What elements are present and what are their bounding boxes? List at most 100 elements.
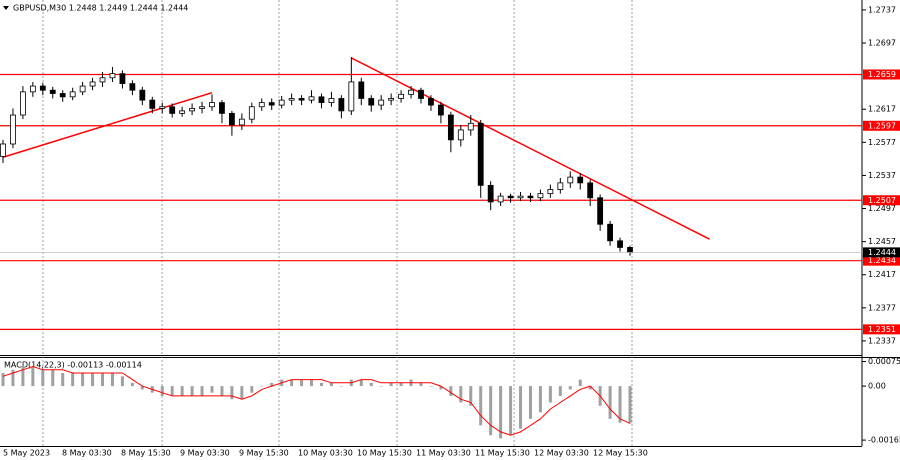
macd-bar — [499, 386, 503, 439]
y-tick-label: 1.2737 — [868, 5, 896, 14]
y-tick-label: 1.2537 — [868, 171, 896, 180]
candle-body — [447, 114, 454, 141]
macd-bar — [41, 369, 45, 387]
y-tick-label: 1.2457 — [868, 237, 896, 246]
candle-body — [328, 98, 335, 104]
candle-body — [79, 85, 86, 93]
level-label-box — [863, 195, 900, 206]
macd-bar — [339, 386, 343, 387]
level-label: 1.2351 — [868, 325, 896, 334]
candle-body — [219, 102, 225, 114]
candle-body — [418, 89, 424, 99]
macd-bar — [319, 382, 323, 387]
macd-bar — [190, 386, 194, 396]
level-label: 1.2597 — [868, 121, 896, 130]
y-tick-label: 1.2617 — [868, 105, 896, 114]
candle-body — [428, 98, 434, 106]
macd-bar — [608, 386, 612, 419]
candle-body — [298, 98, 305, 101]
x-tick-label: 10 May 03:30 — [298, 449, 353, 458]
candle-body — [467, 122, 474, 131]
macd-bar — [170, 386, 174, 396]
candle-body — [238, 118, 245, 126]
candle-body — [398, 93, 404, 99]
candle-body — [557, 182, 564, 190]
macd-bar — [230, 386, 234, 400]
macd-bar — [300, 379, 304, 387]
candle-body — [99, 77, 106, 83]
candle-body — [517, 195, 524, 199]
macd-bar — [379, 386, 383, 387]
candle-body — [89, 81, 96, 87]
x-tick-label: 12 May 15:30 — [593, 449, 648, 458]
candle-body — [527, 195, 534, 199]
candle-body — [29, 85, 36, 93]
x-tick-label: 11 May 15:30 — [475, 449, 530, 458]
candle-body — [617, 240, 623, 248]
macd-bar — [270, 382, 274, 387]
x-tick-label: 5 May 2023 — [3, 449, 50, 458]
x-tick-label: 9 May 03:30 — [180, 449, 230, 458]
candle-body — [59, 93, 66, 98]
candle-body — [507, 195, 514, 199]
macd-header: MACD(14,22,3) -0.00113 -0.00114 — [4, 361, 142, 370]
menu-icon — [3, 6, 9, 10]
macd-bar — [61, 373, 65, 387]
macd-bar — [120, 376, 124, 387]
candle-body — [39, 85, 46, 91]
macd-bar — [101, 373, 105, 387]
macd-bar — [489, 386, 493, 436]
candle-body — [179, 110, 186, 114]
level-label-box — [863, 324, 900, 335]
y-tick-label: 1.2417 — [868, 270, 896, 279]
level-label: 1.2507 — [868, 196, 896, 205]
candle-body — [438, 104, 444, 116]
macd-bar — [21, 366, 25, 387]
candle-body — [487, 184, 494, 203]
x-tick-label: 8 May 15:30 — [121, 449, 171, 458]
candle-body — [378, 99, 385, 106]
macd-bar — [359, 379, 363, 387]
macd-bar — [369, 382, 373, 387]
macd-bar — [140, 386, 144, 390]
candle-body — [457, 129, 464, 141]
candle-body — [159, 106, 166, 109]
candle-body — [69, 91, 76, 98]
macd-bar — [588, 386, 592, 390]
macd-bar — [11, 369, 15, 387]
candle-body — [497, 195, 504, 203]
macd-bar — [538, 386, 542, 413]
macd-bar — [290, 379, 294, 387]
trend-line — [2, 91, 213, 158]
macd-bar — [558, 386, 562, 396]
candle-body — [129, 83, 136, 91]
candle-body — [149, 99, 156, 109]
macd-bar — [389, 382, 393, 387]
candle-body — [258, 102, 265, 108]
candle-body — [607, 223, 613, 242]
macd-bar — [399, 382, 403, 387]
macd-bar — [439, 386, 443, 390]
y-tick-label: 1.2337 — [868, 336, 896, 345]
candle-body — [199, 106, 205, 109]
macd-bar — [329, 382, 333, 387]
y-tick-label: 1.2497 — [868, 204, 896, 213]
y-tick-label: 1.2697 — [868, 39, 896, 48]
macd-bar — [51, 369, 55, 387]
candle-body — [318, 96, 325, 104]
y-tick-label: -0.00165 — [868, 436, 900, 445]
candle-body — [169, 106, 176, 114]
macd-bar — [250, 386, 254, 393]
candle-body — [0, 143, 6, 157]
candle-body — [627, 247, 633, 253]
macd-bar — [160, 386, 164, 396]
candle-body — [567, 176, 574, 184]
macd-bar — [91, 373, 95, 387]
x-tick-label: 12 May 03:30 — [534, 449, 589, 458]
candle-body — [288, 98, 295, 101]
candle-body — [119, 73, 126, 84]
macd-bar — [628, 386, 632, 424]
candle-body — [49, 89, 56, 94]
macd-bar — [618, 386, 622, 423]
